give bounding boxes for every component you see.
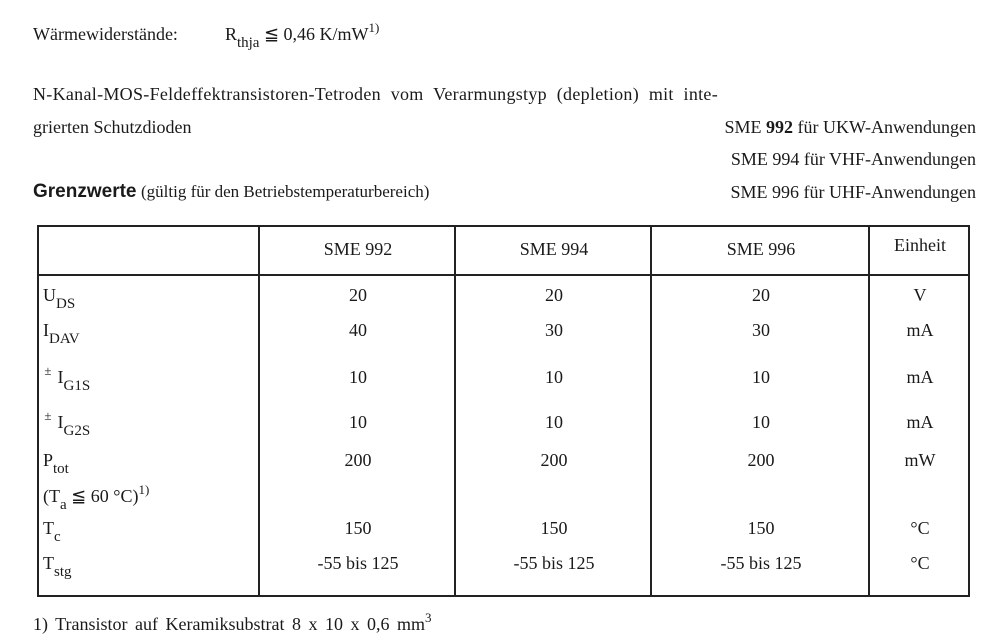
- section-heading: Grenzwerte (gültig für den Betriebstempe…: [33, 181, 429, 203]
- type-prefix: SME: [724, 117, 762, 137]
- thermal-subscript: thja: [236, 35, 260, 51]
- unit-cell: mA: [906, 367, 934, 387]
- symbol: I: [57, 367, 64, 387]
- header-divider: [39, 274, 968, 276]
- symbol-subscript: G2S: [63, 423, 91, 439]
- symbol: T: [43, 518, 54, 538]
- value-cell: 200: [747, 450, 775, 470]
- limits-table: SME 992 SME 994 SME 996 Einheit UDS 20 20 2…: [37, 225, 970, 597]
- symbol: U: [43, 285, 56, 305]
- value-cell: 10: [545, 367, 563, 387]
- value-cell: 10: [349, 367, 367, 387]
- condition-relation: ≦: [71, 486, 87, 506]
- value-cell: 40: [349, 320, 367, 340]
- value-cell: -55 bis 125: [720, 553, 802, 573]
- description-line-1: N-Kanal-MOS-Feldeffektransistoren-Tetrod…: [33, 84, 719, 104]
- thermal-label: Wärmewiderstände:: [33, 24, 178, 44]
- value-cell: 200: [344, 450, 372, 470]
- type-996: SME 996 für UHF-Anwendungen: [731, 182, 976, 203]
- value-cell: 20: [752, 285, 770, 305]
- parameter-symbol: Tstg: [43, 553, 72, 581]
- footnote: 1) Transistor auf Keramiksubstrat 8 x 10…: [33, 610, 431, 635]
- symbol: I: [57, 412, 64, 432]
- condition-open: (T: [43, 486, 60, 506]
- header-sme992: SME 992: [323, 239, 393, 259]
- type-text: für VHF-Anwendungen: [803, 149, 976, 169]
- column-divider: [258, 227, 260, 595]
- unit-cell: °C: [910, 553, 930, 573]
- condition-footnote-ref: 1): [138, 482, 150, 497]
- plus-minus-sign: ±: [44, 408, 52, 423]
- symbol-subscript: DS: [56, 296, 76, 312]
- symbol-subscript: c: [54, 529, 61, 545]
- type-992: SME 992 für UKW-Anwendungen: [725, 117, 976, 138]
- unit-cell: mA: [906, 412, 934, 432]
- description-line-2: grierten Schutzdioden: [33, 117, 192, 137]
- footnote-text: 1) Transistor auf Keramiksubstrat 8 x 10…: [33, 614, 425, 634]
- unit-cell: mA: [906, 320, 934, 340]
- symbol-subscript: stg: [54, 564, 72, 580]
- thermal-relation: ≦: [263, 24, 280, 44]
- section-subtitle: (gültig für den Betriebstemperaturbereic…: [140, 182, 430, 201]
- parameter-symbol: ± IG2S: [43, 408, 91, 440]
- parameter-condition: (Ta ≦ 60 °C)1): [43, 482, 149, 514]
- value-cell: 20: [545, 285, 563, 305]
- footnote-sup: 3: [424, 610, 432, 625]
- type-prefix: SME: [730, 182, 768, 202]
- plus-minus-sign: ±: [44, 363, 52, 378]
- section-title: Grenzwerte: [33, 181, 137, 202]
- column-divider: [868, 227, 870, 595]
- thermal-footnote-ref: 1): [368, 20, 380, 35]
- symbol-subscript: tot: [53, 461, 69, 477]
- parameter-symbol: Tc: [43, 518, 61, 546]
- header-unit: Einheit: [894, 235, 946, 255]
- thermal-value: 0,46 K/mW: [283, 24, 369, 44]
- header-sme994: SME 994: [519, 239, 589, 259]
- value-cell: 30: [545, 320, 563, 340]
- value-cell: -55 bis 125: [317, 553, 399, 573]
- value-cell: 30: [752, 320, 770, 340]
- value-cell: 200: [540, 450, 568, 470]
- parameter-symbol: UDS: [43, 285, 75, 313]
- type-prefix: SME: [730, 149, 768, 169]
- value-cell: 10: [752, 412, 770, 432]
- type-number: 996: [772, 182, 800, 202]
- value-cell: 10: [545, 412, 563, 432]
- value-cell: 150: [344, 518, 372, 538]
- unit-cell: °C: [910, 518, 930, 538]
- symbol-subscript: DAV: [49, 331, 80, 347]
- column-divider: [650, 227, 652, 595]
- type-number: 992: [766, 117, 794, 137]
- type-text: für UKW-Anwendungen: [797, 117, 976, 137]
- value-cell: -55 bis 125: [513, 553, 595, 573]
- type-number: 994: [772, 149, 800, 169]
- header-sme996: SME 996: [726, 239, 796, 259]
- symbol: P: [43, 450, 54, 470]
- value-cell: 20: [349, 285, 367, 305]
- unit-cell: mW: [904, 450, 936, 470]
- unit-cell: V: [913, 285, 927, 305]
- value-cell: 10: [752, 367, 770, 387]
- value-cell: 150: [747, 518, 775, 538]
- column-divider: [454, 227, 456, 595]
- thermal-symbol: R: [224, 24, 237, 44]
- type-994: SME 994 für VHF-Anwendungen: [731, 149, 976, 170]
- condition-subscript: a: [60, 497, 67, 513]
- symbol: T: [43, 553, 54, 573]
- value-cell: 10: [349, 412, 367, 432]
- symbol-subscript: G1S: [63, 378, 91, 394]
- type-text: für UHF-Anwendungen: [803, 182, 976, 202]
- parameter-symbol: Ptot: [43, 450, 69, 478]
- parameter-symbol: IDAV: [43, 320, 80, 348]
- symbol: I: [43, 320, 49, 340]
- parameter-symbol: ± IG1S: [43, 363, 91, 395]
- value-cell: 150: [540, 518, 568, 538]
- thermal-resistance: Wärmewiderstände: Rthja ≦ 0,46 K/mW1): [33, 20, 379, 52]
- condition-value: 60 °C): [90, 486, 139, 506]
